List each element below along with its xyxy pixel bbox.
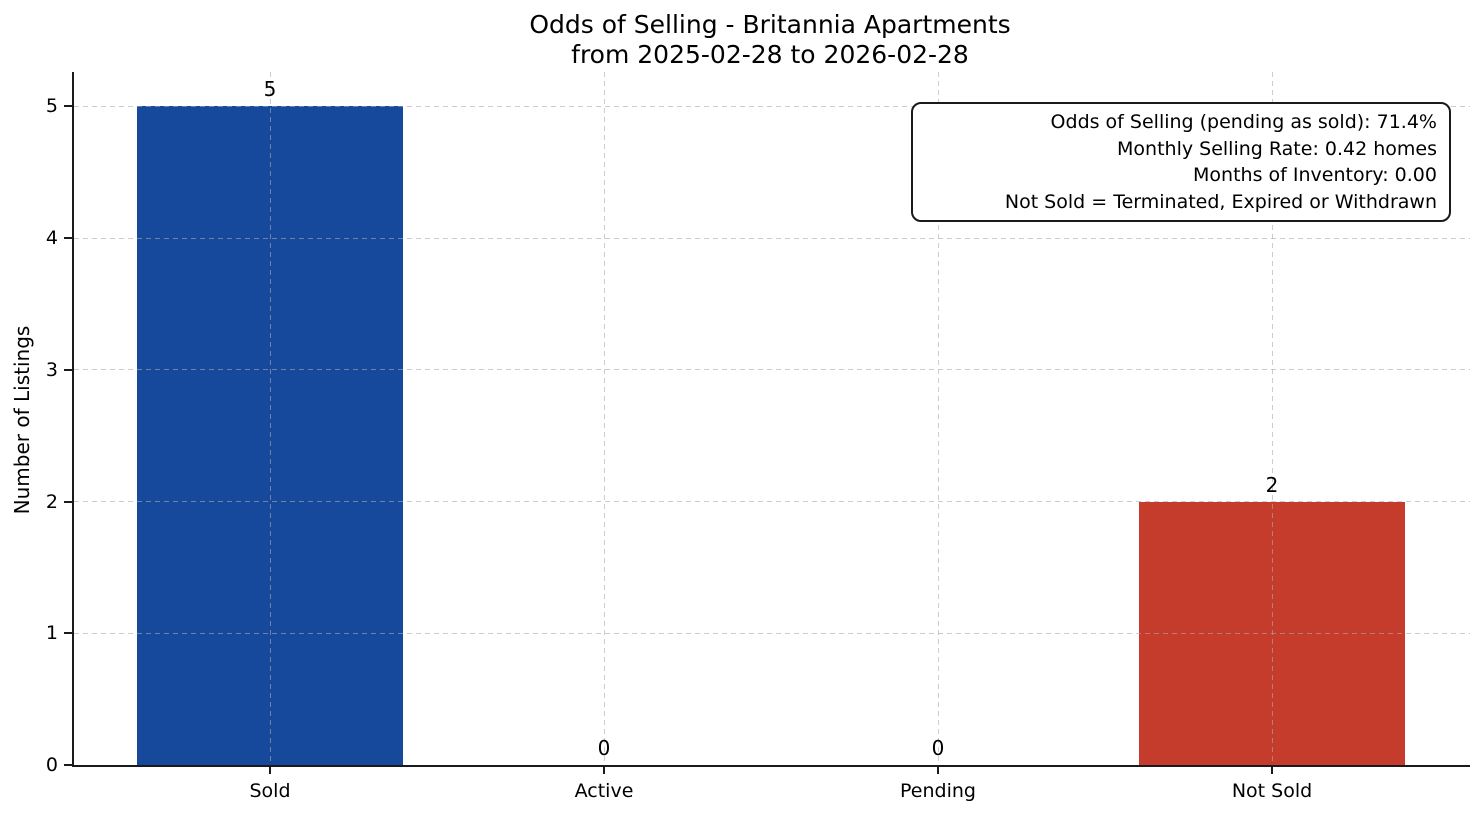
y-tick-label: 4 [45, 227, 58, 249]
x-tick-mark [269, 767, 271, 774]
chart-title: Odds of Selling - Britannia Apartments f… [72, 10, 1468, 70]
bar-value-label-not-sold: 2 [1265, 472, 1279, 497]
y-tick-label: 3 [45, 358, 58, 381]
x-tick-mark [1271, 767, 1273, 774]
x-tick-label-pending: Pending [900, 780, 976, 802]
vertical-grid-line [1271, 72, 1273, 765]
bar-value-label-sold: 5 [263, 77, 277, 102]
vertical-grid-line [937, 72, 939, 765]
bar-value-label-pending: 0 [931, 736, 945, 760]
x-tick-mark [603, 767, 605, 774]
y-tick-mark [64, 237, 72, 239]
y-tick-mark [64, 632, 72, 635]
horizontal-grid-line [74, 632, 1470, 634]
bar-value-label-active: 0 [597, 736, 611, 760]
y-tick-label: 0 [45, 754, 58, 776]
y-tick-label: 5 [45, 95, 58, 118]
vertical-grid-line [269, 72, 271, 765]
x-tick-label-not-sold: Not Sold [1231, 780, 1313, 802]
y-tick-mark [64, 500, 72, 503]
stats-line-2: Monthly Selling Rate: 0.42 homes [1117, 137, 1437, 160]
horizontal-grid-line [74, 369, 1470, 371]
y-tick-mark [64, 764, 72, 766]
horizontal-grid-line [74, 105, 1470, 107]
x-tick-label-active: Active [574, 780, 634, 802]
plot-area: 0 1 2 3 4 5 Sold Active Pending Not Sold 5 0 0 2 [46, 72, 1470, 802]
stats-line-1: Odds of Selling (pending as sold): 71.4% [1050, 111, 1437, 133]
horizontal-grid-line [74, 501, 1470, 502]
chart-title-line1: Odds of Selling - Britannia Apartments [529, 10, 1011, 39]
vertical-grid-line [603, 72, 605, 765]
stats-line-4: Not Sold = Terminated, Expired or Withdr… [1004, 190, 1437, 213]
chart-title-line2: from 2025-02-28 to 2026-02-28 [571, 40, 969, 69]
stats-line-3: Months of Inventory: 0.00 [1193, 164, 1437, 186]
x-tick-label-sold: Sold [249, 780, 291, 802]
stats-annotation-box: Odds of Selling (pending as sold): 71.4%… [911, 102, 1451, 222]
x-tick-mark [937, 767, 939, 774]
y-tick-label: 1 [45, 622, 58, 645]
y-tick-label: 2 [45, 490, 58, 513]
horizontal-grid-line [74, 237, 1470, 239]
y-tick-mark [64, 105, 72, 108]
y-axis-label: Number of Listings [10, 325, 34, 515]
y-tick-mark [64, 368, 72, 371]
